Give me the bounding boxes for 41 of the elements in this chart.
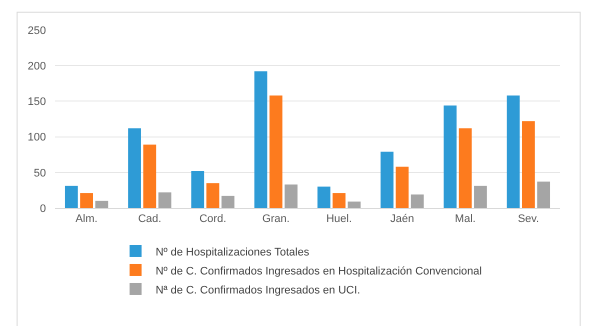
bar [444, 105, 457, 208]
bar [458, 128, 472, 208]
bar [206, 183, 220, 208]
y-tick-label: 200 [28, 60, 46, 72]
bar [348, 202, 361, 208]
bar [474, 186, 487, 208]
bar [254, 71, 268, 208]
x-tick-label: Mal. [454, 213, 476, 226]
x-tick-label: Cad. [138, 213, 162, 226]
bar [332, 193, 346, 208]
bar [317, 186, 330, 208]
bar [143, 144, 156, 208]
x-tick-label: Jaén [390, 213, 414, 226]
bar [222, 196, 234, 208]
bar [80, 193, 93, 208]
x-tick-label: Gran. [262, 213, 290, 226]
x-tick-label: Sev. [518, 213, 540, 226]
y-tick-label: 250 [28, 24, 46, 37]
bar [64, 186, 78, 208]
bar [410, 194, 424, 208]
bar [191, 170, 204, 208]
bar [158, 192, 172, 208]
bar [270, 96, 282, 208]
bar [284, 184, 298, 208]
x-tick-label: Huel. [326, 213, 352, 226]
y-tick-label: 0 [40, 202, 46, 215]
bar [537, 182, 550, 208]
legend-label: Nº de C. Confirmados Ingresados en Hospitalización Convencional [156, 265, 482, 278]
x-tick-label: Alm. [76, 213, 98, 226]
x-tick-label: Cord. [199, 213, 226, 226]
y-tick-label: 50 [34, 167, 46, 180]
y-tick-label: 150 [28, 96, 46, 108]
bar [522, 121, 535, 208]
bar [506, 96, 520, 208]
bar [128, 128, 141, 208]
bar [380, 152, 394, 208]
bar [95, 200, 108, 208]
bar [396, 166, 409, 208]
legend-label: Nª de C. Confirmados Ingresados en UCI. [156, 284, 360, 296]
y-tick-label: 100 [28, 132, 46, 144]
legend-label: Nº de Hospitalizaciones Totales [156, 246, 310, 258]
